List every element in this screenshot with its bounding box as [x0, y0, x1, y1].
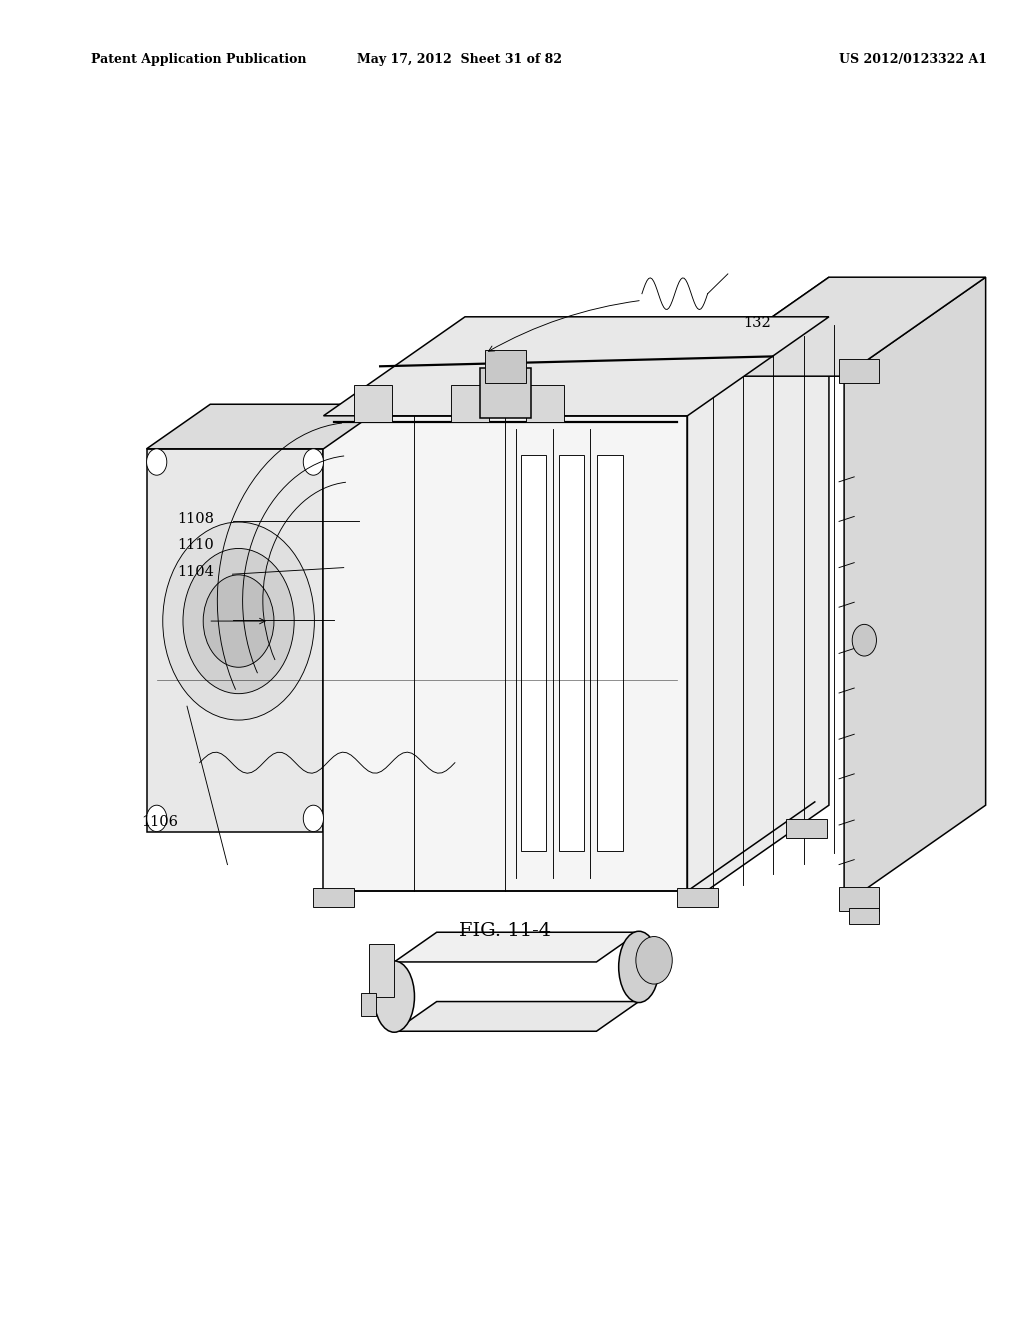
Bar [313, 888, 354, 907]
Text: 1108: 1108 [177, 512, 214, 525]
Polygon shape [687, 277, 829, 904]
Ellipse shape [374, 961, 415, 1032]
Circle shape [203, 576, 274, 668]
Circle shape [183, 549, 294, 694]
Bar [839, 359, 880, 383]
Circle shape [146, 805, 167, 832]
Text: 1104: 1104 [177, 565, 214, 578]
Polygon shape [394, 1002, 639, 1031]
Bar [520, 455, 546, 851]
Text: 1106: 1106 [141, 816, 178, 829]
Circle shape [852, 624, 877, 656]
Circle shape [303, 449, 324, 475]
Polygon shape [324, 416, 687, 891]
Polygon shape [687, 277, 986, 376]
Bar [485, 350, 525, 383]
Polygon shape [844, 277, 986, 904]
Bar [839, 887, 880, 911]
Bar [525, 385, 564, 422]
Bar [597, 455, 623, 851]
Ellipse shape [618, 932, 659, 1003]
Bar [369, 944, 394, 997]
Bar [849, 908, 880, 924]
Circle shape [303, 805, 324, 832]
Bar [553, 442, 582, 865]
Bar [451, 385, 489, 422]
Bar [559, 455, 585, 851]
Text: May 17, 2012  Sheet 31 of 82: May 17, 2012 Sheet 31 of 82 [357, 53, 562, 66]
Bar [786, 818, 827, 838]
Bar [360, 993, 376, 1016]
Text: FIG. 11-4: FIG. 11-4 [460, 921, 552, 940]
Polygon shape [146, 404, 387, 449]
Bar [515, 442, 544, 865]
Bar [354, 385, 392, 422]
Polygon shape [324, 317, 829, 416]
Text: 132: 132 [743, 317, 771, 330]
Text: Patent Application Publication: Patent Application Publication [91, 53, 306, 66]
Text: 1110: 1110 [177, 539, 214, 552]
Circle shape [636, 937, 673, 983]
Circle shape [146, 449, 167, 475]
Circle shape [163, 521, 314, 721]
Bar [591, 442, 618, 865]
Polygon shape [146, 449, 324, 832]
Bar [677, 888, 718, 907]
Bar [480, 368, 530, 418]
Text: US 2012/0123322 A1: US 2012/0123322 A1 [839, 53, 987, 66]
Polygon shape [394, 932, 639, 962]
